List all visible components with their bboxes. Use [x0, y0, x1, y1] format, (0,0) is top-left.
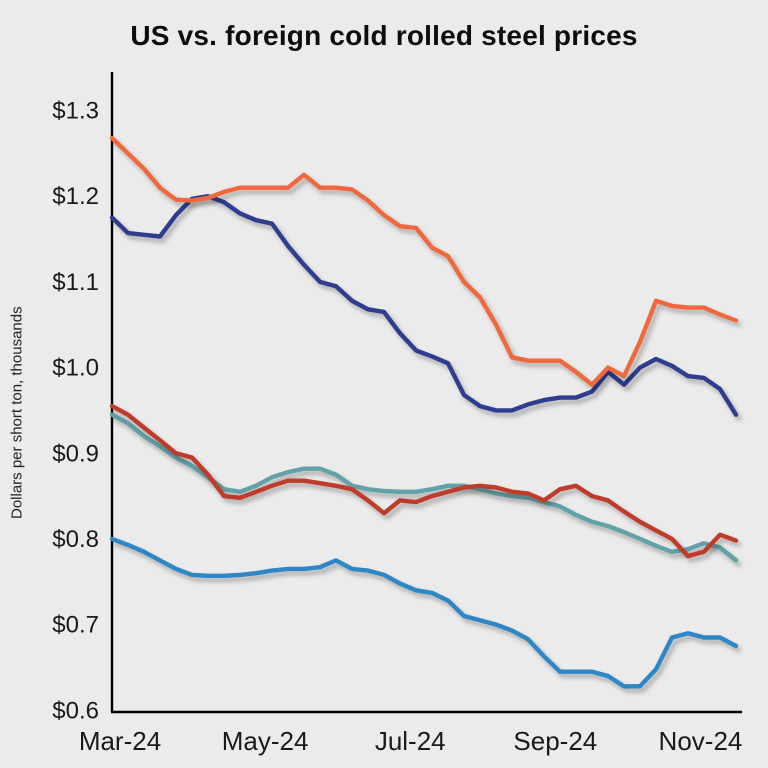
x-tick-label: Nov-24 — [659, 726, 743, 756]
series-line-navy — [109, 193, 739, 417]
y-tick-label: $1.3 — [52, 98, 99, 125]
y-tick-label: $0.7 — [52, 612, 99, 639]
series-line-dark-red — [109, 403, 739, 559]
series-line-light-blue — [109, 536, 739, 689]
x-tick-label: May-24 — [222, 726, 309, 756]
y-tick-label: $1.2 — [52, 183, 99, 210]
series-line-teal — [109, 412, 739, 563]
y-tick-label: $0.6 — [52, 697, 99, 724]
series-line-orange — [109, 135, 739, 387]
x-tick-label: Mar-24 — [79, 726, 161, 756]
y-tick-label: $0.8 — [52, 526, 99, 553]
chart-title: US vs. foreign cold rolled steel prices — [130, 20, 638, 51]
y-tick-label: $0.9 — [52, 440, 99, 467]
y-tick-label: $1.0 — [52, 355, 99, 382]
y-tick-label: $1.1 — [52, 269, 99, 296]
x-tick-label: Jul-24 — [375, 726, 446, 756]
x-tick-label: Sep-24 — [513, 726, 597, 756]
